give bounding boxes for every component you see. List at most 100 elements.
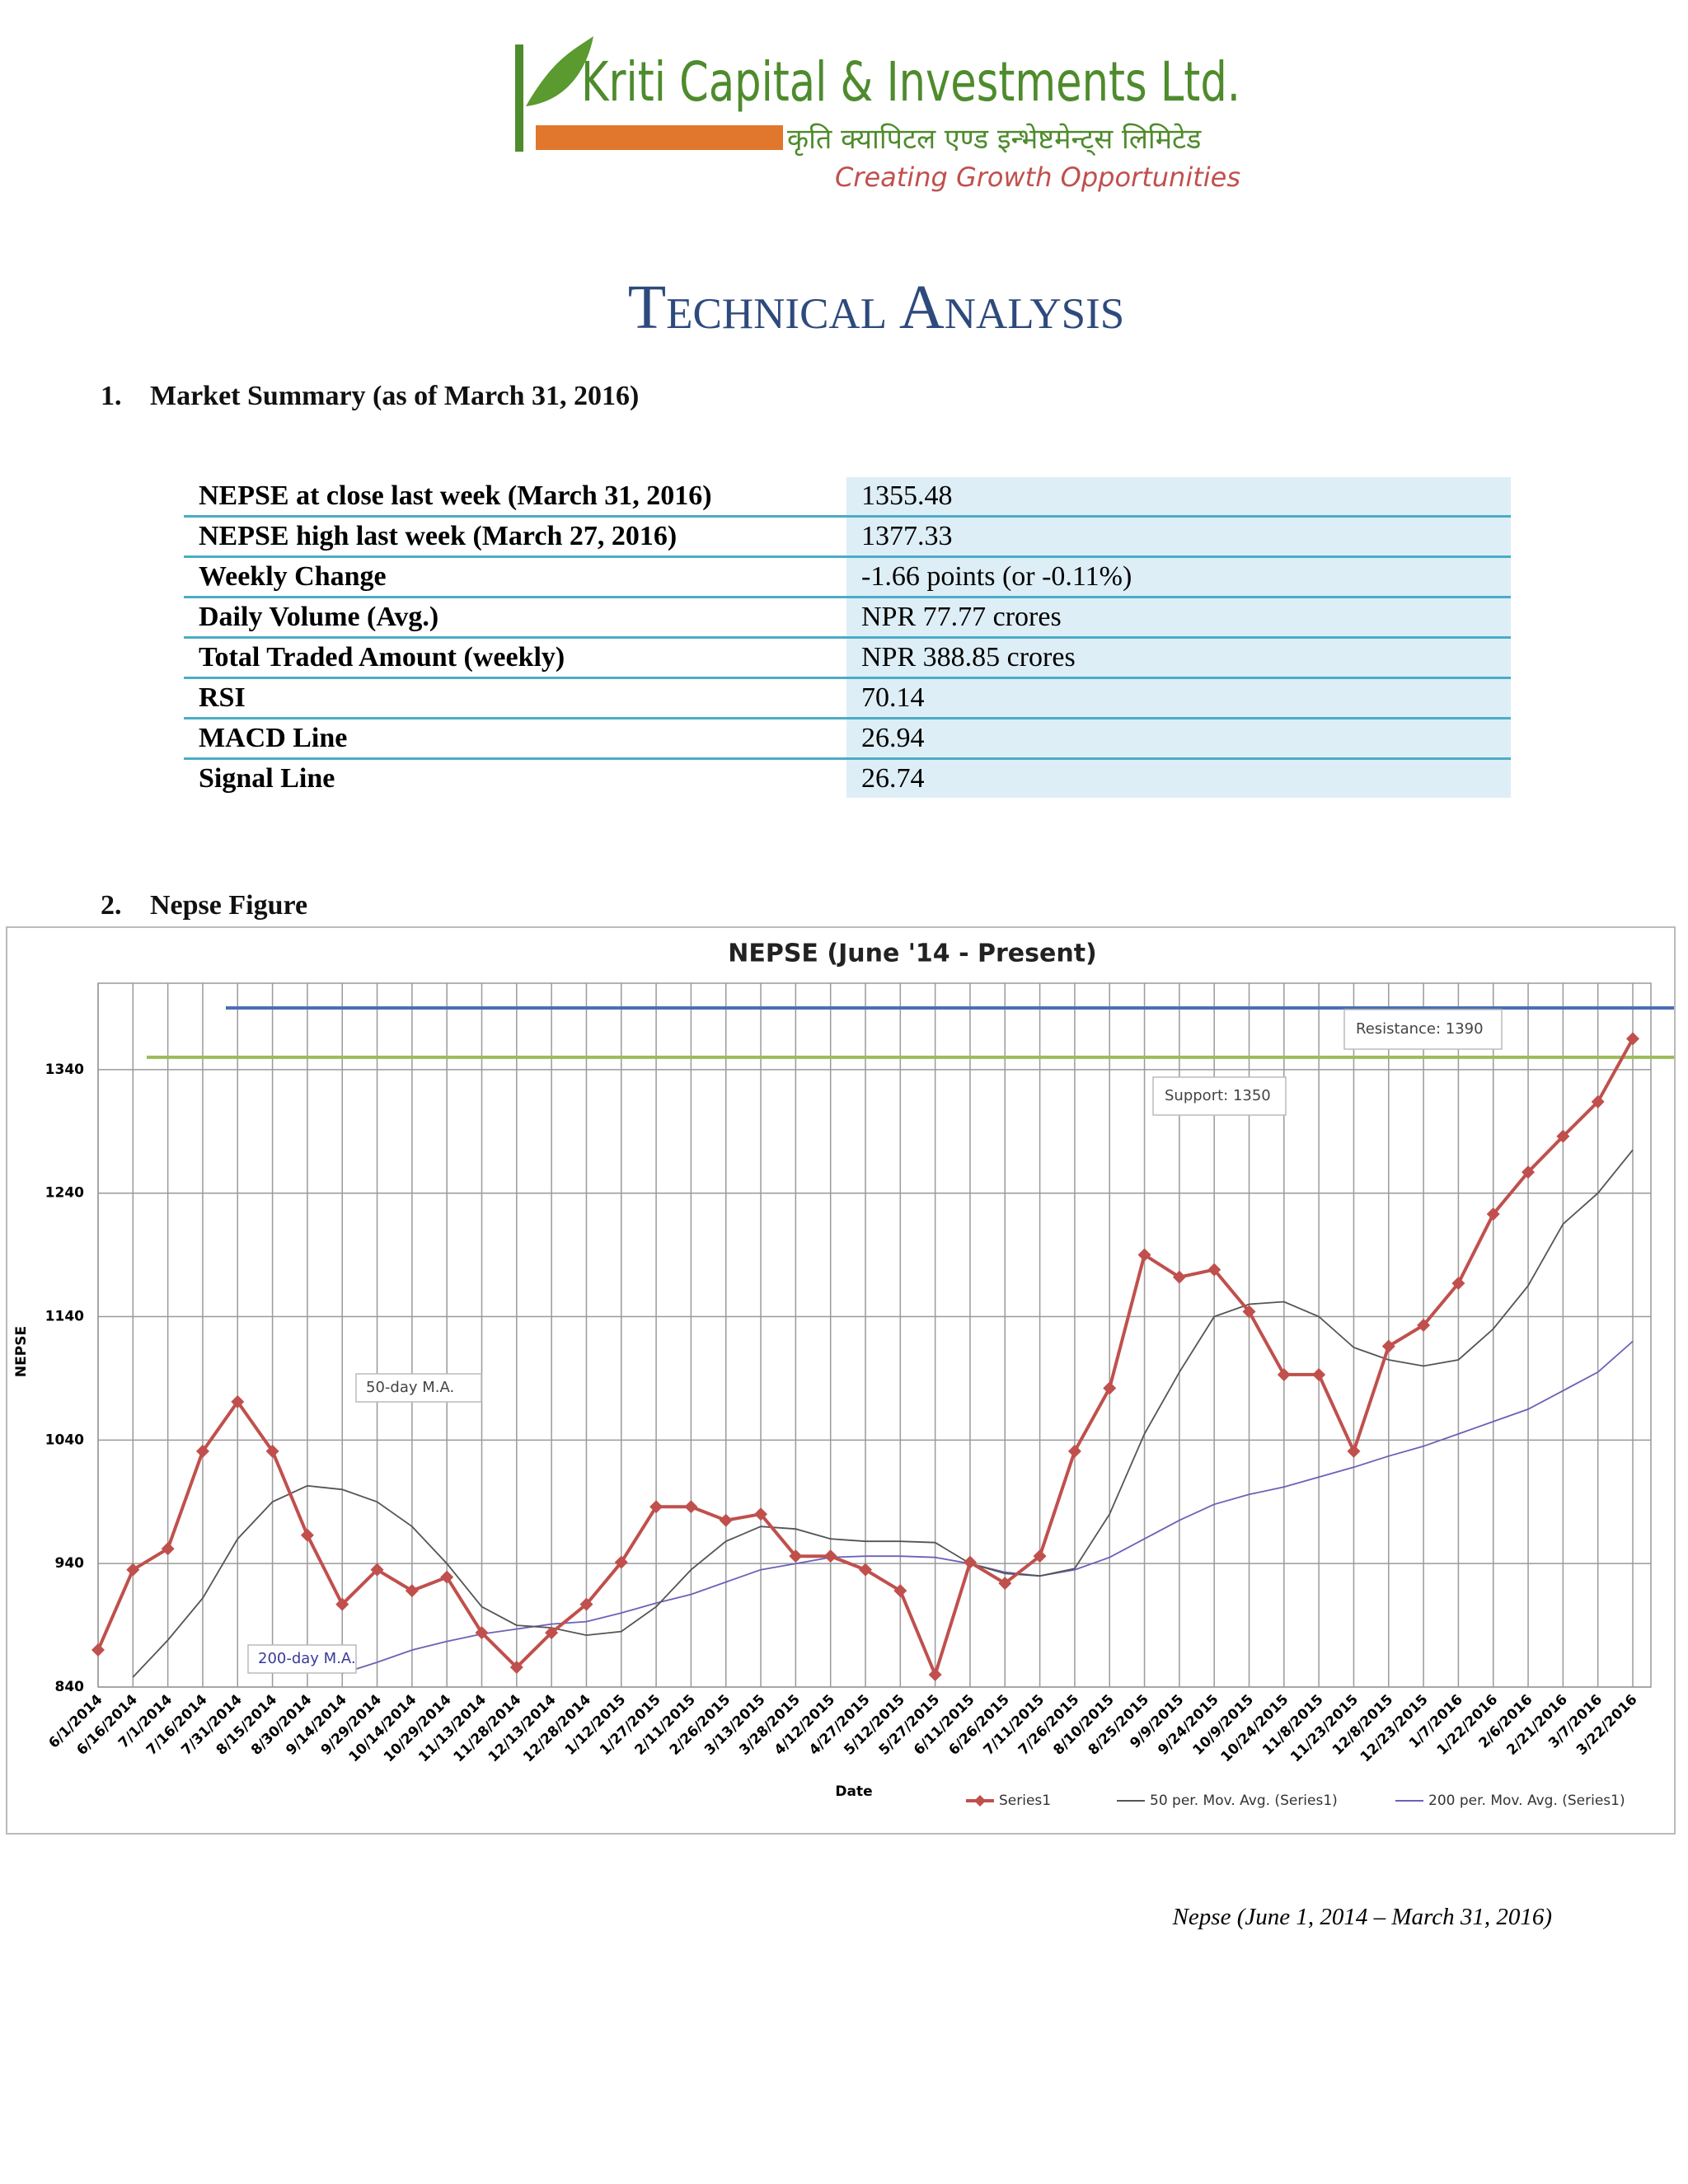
data-point	[370, 1563, 384, 1577]
data-point	[1137, 1248, 1151, 1262]
data-point	[1103, 1381, 1117, 1395]
legend-label: 50 per. Mov. Avg. (Series1)	[1150, 1793, 1338, 1809]
data-point	[195, 1444, 209, 1458]
data-point	[1626, 1032, 1639, 1046]
annotation: Support: 1350	[1165, 1087, 1271, 1104]
data-point	[1033, 1549, 1047, 1563]
legend-label: 200 per. Mov. Avg. (Series1)	[1428, 1793, 1625, 1809]
legend-label: Series1	[999, 1793, 1051, 1809]
legend-marker	[974, 1795, 986, 1807]
summary-table: NEPSE at close last week (March 31, 2016…	[184, 477, 1511, 798]
table-label: Daily Volume (Avg.)	[184, 597, 846, 639]
data-point	[440, 1570, 454, 1584]
data-point	[126, 1563, 140, 1577]
data-point	[300, 1528, 314, 1542]
logo-name: Kriti Capital & Investments Ltd.	[581, 50, 1240, 114]
logo: Kriti Capital & Investments Ltd. कृति क्…	[503, 28, 1257, 193]
table-value: 26.94	[846, 718, 1511, 760]
data-point	[1591, 1094, 1605, 1108]
data-point	[405, 1584, 419, 1598]
data-point	[684, 1500, 698, 1514]
table-row: Weekly Change -1.66 points (or -0.11%)	[184, 556, 1511, 598]
data-point	[1207, 1263, 1221, 1277]
data-point	[335, 1597, 349, 1611]
data-point	[1417, 1319, 1431, 1333]
data-point	[579, 1597, 593, 1611]
data-point	[719, 1513, 733, 1527]
data-point	[928, 1668, 942, 1682]
table-label: Signal Line	[184, 758, 846, 798]
data-point	[161, 1542, 175, 1556]
data-point	[1242, 1305, 1256, 1319]
data-point	[1347, 1444, 1361, 1458]
annotation-box	[247, 1644, 357, 1674]
y-tick-label: 840	[55, 1679, 85, 1695]
table-value: 70.14	[846, 677, 1511, 719]
data-point	[963, 1555, 977, 1569]
chart-title: NEPSE (June '14 - Present)	[728, 940, 1097, 968]
y-tick-label: 1040	[45, 1432, 84, 1448]
data-point	[1172, 1270, 1186, 1284]
annotation: 200-day M.A.	[258, 1650, 356, 1667]
data-point	[545, 1626, 559, 1640]
table-row: Daily Volume (Avg.) NPR 77.77 crores	[184, 597, 1511, 639]
annotation-box	[355, 1373, 482, 1403]
table-value: NPR 388.85 crores	[846, 637, 1511, 679]
data-point	[859, 1563, 872, 1577]
table-row: NEPSE at close last week (March 31, 2016…	[184, 477, 1511, 518]
logo-tagline: Creating Growth Opportunities	[835, 162, 1240, 193]
y-tick-label: 1240	[45, 1185, 84, 1202]
data-point	[475, 1626, 489, 1640]
annotation-box	[1343, 1009, 1503, 1050]
data-point	[893, 1584, 907, 1598]
data-point	[998, 1577, 1012, 1591]
logo-leaf	[526, 36, 593, 106]
data-point	[231, 1394, 245, 1408]
x-axis-label: Date	[835, 1783, 872, 1800]
logo-art: Kriti Capital & Investments Ltd. कृति क्…	[515, 36, 1240, 193]
annotation: 50-day M.A.	[366, 1379, 454, 1396]
table-row: NEPSE high last week (March 27, 2016) 137…	[184, 516, 1511, 558]
section-number: 2.	[101, 890, 122, 921]
table-label: NEPSE high last week (March 27, 2016)	[184, 516, 846, 558]
table-label: NEPSE at close last week (March 31, 2016…	[184, 477, 846, 518]
section-number: 1.	[101, 381, 122, 411]
data-point	[265, 1444, 279, 1458]
data-point	[509, 1661, 523, 1675]
chart-frame	[6, 926, 1676, 1835]
data-point	[789, 1549, 803, 1563]
data-point	[1486, 1207, 1500, 1221]
table-label: RSI	[184, 677, 846, 719]
logo-bar	[536, 125, 783, 150]
data-point	[754, 1507, 768, 1521]
caption: Nepse (June 1, 2014 – March 31, 2016)	[1172, 1904, 1552, 1930]
data-point	[614, 1555, 628, 1569]
data-point	[1381, 1339, 1395, 1353]
data-point	[1451, 1277, 1465, 1291]
table-value: NPR 77.77 crores	[846, 597, 1511, 639]
table-row: MACD Line 26.94	[184, 718, 1511, 760]
table-label: Weekly Change	[184, 556, 846, 598]
table-value: 1355.48	[846, 477, 1511, 518]
data-point	[1312, 1367, 1326, 1381]
table-value: -1.66 points (or -0.11%)	[846, 556, 1511, 598]
table-row: Signal Line 26.74	[184, 758, 1511, 798]
section-heading: Nepse Figure	[150, 890, 308, 921]
data-point	[1277, 1367, 1291, 1381]
table-value: 1377.33	[846, 516, 1511, 558]
table-row: RSI 70.14	[184, 677, 1511, 719]
page-title: Technical Analysis	[627, 273, 1125, 342]
y-tick-label: 940	[55, 1555, 85, 1572]
data-point	[91, 1643, 105, 1657]
annotation: Resistance: 1390	[1356, 1020, 1484, 1038]
section-heading: Market Summary (as of March 31, 2016)	[150, 381, 640, 411]
table-row: Total Traded Amount (weekly) NPR 388.85 c…	[184, 637, 1511, 679]
y-tick-label: 1140	[45, 1309, 84, 1325]
table-label: MACD Line	[184, 718, 846, 760]
series-line	[132, 1149, 1634, 1678]
y-axis-label: NEPSE	[13, 1326, 30, 1377]
table-value: 26.74	[846, 758, 1511, 798]
data-point	[649, 1500, 663, 1514]
annotation-box	[1152, 1076, 1287, 1116]
